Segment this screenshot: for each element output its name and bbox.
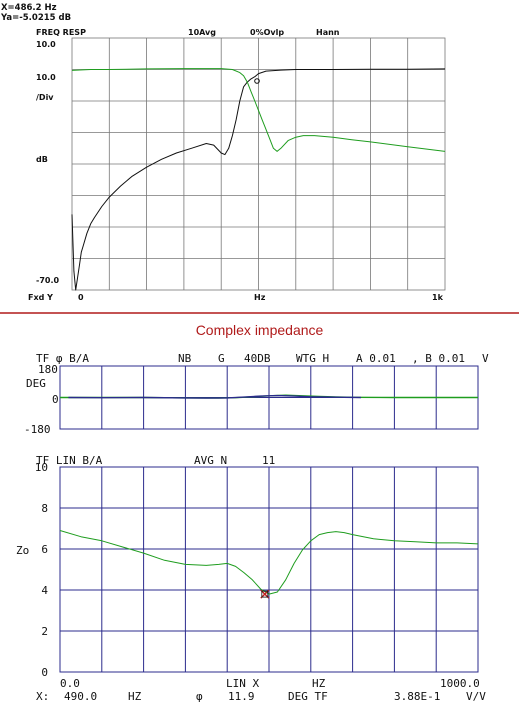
y-top-label: 10.0: [36, 40, 56, 49]
phase-y-top: 180: [38, 363, 58, 376]
freq-resp-chart: X=486.2 Hz Ya=-5.0215 dB FREQ RESP 10Avg…: [0, 3, 446, 302]
footer-readout: X: 490.0 HZ φ 11.9 DEG TF 3.88E-1 V/V: [36, 690, 486, 703]
phase-tf-label: TF φ B/A: [36, 352, 89, 365]
fixed-y-label: Fxd Y: [28, 293, 53, 302]
imp-y-tick-label: 2: [41, 625, 48, 638]
phase-a-label: A 0.01: [356, 352, 396, 365]
imp-x-hz: HZ: [312, 677, 326, 690]
imp-y-label: Zo: [16, 544, 29, 557]
footer-phi-value: 11.9: [228, 690, 255, 703]
footer-phi-unit: DEG TF: [288, 690, 328, 703]
phase-y-unit: DEG: [26, 377, 46, 390]
imp-y-tick-label: 8: [41, 502, 48, 515]
footer-tf-value: 3.88E-1: [394, 690, 440, 703]
window-label: Hann: [316, 28, 340, 37]
footer-x-unit: HZ: [128, 690, 142, 703]
x-readout: X=486.2 Hz: [1, 3, 57, 13]
phase-y-mid: 0: [52, 393, 59, 406]
imp-series-green: [59, 530, 479, 595]
imp-x-start: 0.0: [60, 677, 80, 690]
top-series: [71, 68, 446, 291]
mode-label: FREQ RESP: [36, 28, 86, 37]
y-unit-label: dB: [36, 155, 48, 164]
impedance-chart: TF LIN B/A AVG N 11 10 8 6 4 2 0 Zo 0.0 LIN X…: [16, 454, 480, 690]
x-unit-label: Hz: [254, 293, 266, 302]
phase-series: [60, 394, 478, 399]
phase-nb-label: NB: [178, 352, 192, 365]
y-readout: Ya=-5.0215 dB: [0, 13, 71, 23]
x-start-label: 0: [78, 293, 84, 302]
y-div-label: /Div: [36, 93, 54, 102]
phase-series-blue: [68, 394, 362, 399]
ovlp-label: 0%Ovlp: [250, 28, 284, 37]
phase-chart: TF φ B/A NB G 40DB WTG H A 0.01 , B 0.01…: [24, 352, 489, 436]
top-series-green: [71, 68, 446, 152]
imp-avg-label: AVG N: [194, 454, 227, 467]
imp-x-lin: LIN X: [226, 677, 259, 690]
imp-avg-n: 11: [262, 454, 275, 467]
imp-y-tick-label: 10: [35, 461, 48, 474]
imp-y-tick-label: 6: [41, 543, 48, 556]
footer-tf-unit: V/V: [466, 690, 486, 703]
phase-unit-label: V: [482, 352, 489, 365]
y-bottom-label: -70.0: [36, 276, 59, 285]
x-end-label: 1k: [432, 293, 444, 302]
phase-g-label: G: [218, 352, 225, 365]
avg-label: 10Avg: [188, 28, 216, 37]
phase-b-label: , B 0.01: [412, 352, 465, 365]
top-cursor-marker: [254, 78, 260, 84]
imp-y-ticks: 10 8 6 4 2 0: [35, 461, 49, 679]
phase-range-label: 40DB: [244, 352, 271, 365]
imp-y-tick-label: 4: [41, 584, 48, 597]
footer-x-label: X:: [36, 690, 49, 703]
imp-series: [59, 530, 479, 595]
imp-marker-box: [261, 590, 269, 598]
y-ref-label: 10.0: [36, 73, 56, 82]
footer-phi: φ: [196, 690, 203, 703]
imp-cursor-marker: [260, 589, 270, 599]
imp-y-tick-label: 0: [41, 666, 48, 679]
section-title: Complex impedance: [196, 322, 324, 338]
imp-tf-label: TF LIN B/A: [36, 454, 103, 467]
phase-wtg-label: WTG H: [296, 352, 329, 365]
imp-x-end: 1000.0: [440, 677, 480, 690]
phase-y-bottom: -180: [24, 423, 51, 436]
footer-x-value: 490.0: [64, 690, 97, 703]
imp-grid: [59, 466, 479, 673]
top-grid: [71, 37, 446, 291]
top-series-black: [71, 68, 446, 291]
